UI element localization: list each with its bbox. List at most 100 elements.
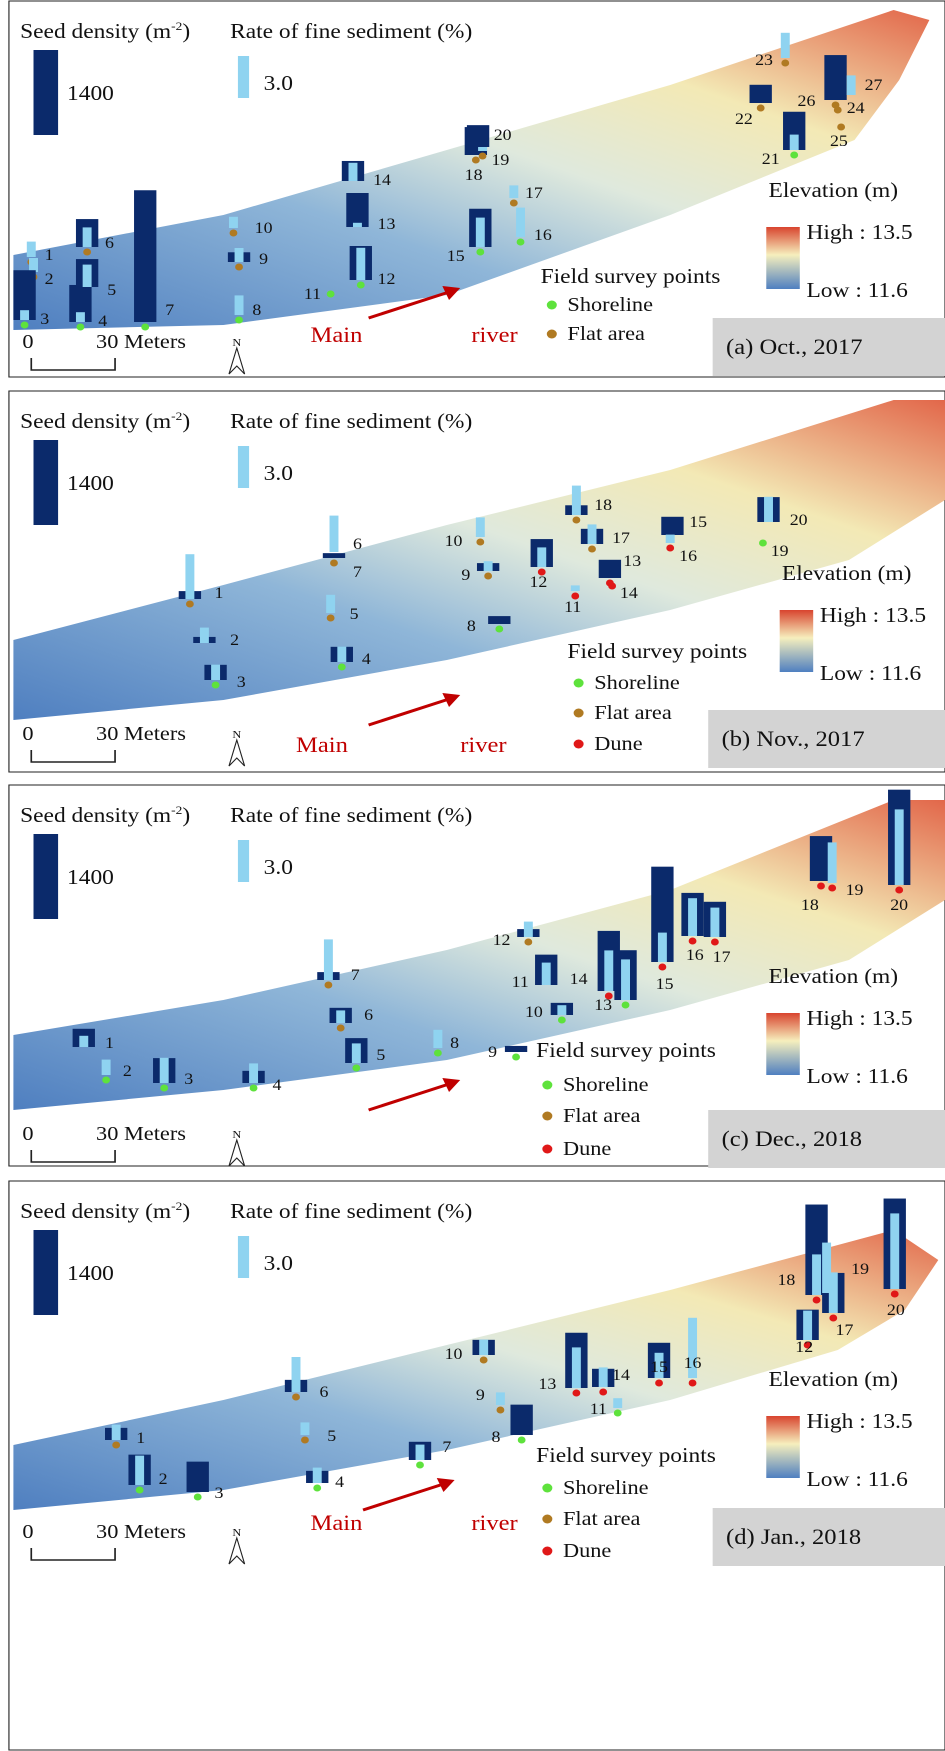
fine-sediment-bar xyxy=(27,242,36,257)
point-label: 1 xyxy=(136,1429,145,1447)
title-part: Seed density (m xyxy=(20,1199,171,1223)
survey-point xyxy=(832,102,840,109)
survey-point xyxy=(711,939,719,946)
survey-point xyxy=(77,324,85,331)
survey-type: Flat area xyxy=(594,701,672,724)
sediment-legend-value: 3.0 xyxy=(264,1251,293,1275)
survey-type: Flat area xyxy=(563,1507,641,1530)
fine-sediment-bar xyxy=(352,1043,361,1063)
point-label: 9 xyxy=(476,1386,485,1404)
point-label: 25 xyxy=(830,132,848,150)
river-label: Main xyxy=(296,733,348,758)
point-label: 24 xyxy=(847,99,865,117)
survey-title: Field survey points xyxy=(541,264,721,288)
survey-point xyxy=(512,1054,520,1061)
point-label: 9 xyxy=(259,250,268,268)
point-label: 17 xyxy=(836,1321,854,1339)
survey-point xyxy=(83,249,91,256)
survey-point xyxy=(235,317,243,324)
survey-point xyxy=(160,1085,168,1092)
point-label: 10 xyxy=(445,1345,463,1363)
seed-legend-bar xyxy=(34,50,59,135)
fine-sediment-bar xyxy=(235,295,244,315)
survey-marker xyxy=(542,1547,552,1556)
survey-point xyxy=(136,1487,144,1494)
survey-point xyxy=(352,1065,360,1072)
sediment-title: Rate of fine sediment (%) xyxy=(230,1199,472,1223)
survey-type: Shoreline xyxy=(567,293,653,316)
point-label: 12 xyxy=(378,270,396,288)
fine-sediment-bar xyxy=(83,265,92,287)
point-label: 16 xyxy=(684,1354,702,1372)
river-label: river xyxy=(471,323,518,348)
scale-label: 30 Meters xyxy=(96,330,186,353)
point-label: 16 xyxy=(686,946,704,964)
point-label: 6 xyxy=(364,1006,373,1024)
fine-sediment-bar xyxy=(604,950,613,991)
panel-label: (b) Nov., 2017 xyxy=(722,727,865,752)
survey-point xyxy=(480,1357,488,1364)
point-label: 18 xyxy=(801,896,819,914)
survey-point xyxy=(230,230,238,237)
survey-point xyxy=(484,573,492,580)
survey-point xyxy=(781,60,789,67)
point-label: 8 xyxy=(252,301,261,319)
survey-marker xyxy=(574,709,584,718)
sediment-legend-bar xyxy=(238,446,249,488)
survey-point xyxy=(476,539,484,546)
point-label: 1 xyxy=(45,246,54,264)
survey-point xyxy=(141,324,149,331)
point-label: 14 xyxy=(570,970,588,988)
point-label: 6 xyxy=(353,535,362,553)
survey-point xyxy=(292,1394,300,1401)
point-label: 9 xyxy=(461,566,470,584)
survey-title: Field survey points xyxy=(536,1443,716,1467)
fine-sediment-bar xyxy=(572,1347,581,1388)
point-label: 10 xyxy=(525,1003,543,1021)
fine-sediment-bar xyxy=(349,163,358,181)
point-label: 16 xyxy=(534,226,552,244)
fine-sediment-bar xyxy=(336,1010,345,1023)
river-label: Main xyxy=(311,323,363,348)
elevation-ramp xyxy=(766,227,800,289)
survey-point xyxy=(194,1494,202,1501)
fine-sediment-bar xyxy=(353,223,362,227)
point-label: 17 xyxy=(525,184,543,202)
fine-sediment-bar xyxy=(135,1456,144,1485)
seed-density-title: Seed density (m-2) xyxy=(20,409,190,433)
seed-density-bar xyxy=(323,553,345,558)
survey-point xyxy=(558,1017,566,1024)
scale-zero: 0 xyxy=(22,722,33,745)
survey-point xyxy=(817,883,825,890)
point-label: 20 xyxy=(494,126,512,144)
survey-marker xyxy=(542,1484,552,1493)
point-label: 13 xyxy=(378,215,396,233)
point-label: 15 xyxy=(656,975,674,993)
fine-sediment-bar xyxy=(781,33,790,58)
survey-marker xyxy=(547,301,557,310)
point-label: 4 xyxy=(98,312,107,330)
sediment-legend-value: 3.0 xyxy=(264,855,293,879)
fine-sediment-bar xyxy=(79,1036,88,1047)
fine-sediment-bar xyxy=(509,185,518,198)
fine-sediment-bar xyxy=(496,1392,505,1405)
title-part: Seed density (m xyxy=(20,803,171,827)
superscript: -2 xyxy=(171,1200,182,1213)
fine-sediment-bar xyxy=(200,628,209,643)
panel-label: (c) Dec., 2018 xyxy=(722,1127,863,1152)
seed-density-bar xyxy=(599,560,621,578)
seed-density-bar xyxy=(134,190,156,322)
fine-sediment-bar xyxy=(76,312,85,322)
survey-point xyxy=(330,560,338,567)
survey-marker xyxy=(574,679,584,688)
seed-legend-value: 1400 xyxy=(67,471,114,495)
survey-point xyxy=(524,939,532,946)
fine-sediment-bar xyxy=(29,258,38,272)
fine-sediment-bar xyxy=(300,1422,309,1435)
survey-type: Flat area xyxy=(567,322,645,345)
fine-sediment-bar xyxy=(847,75,856,95)
point-label: 5 xyxy=(376,1046,385,1064)
sediment-legend-value: 3.0 xyxy=(264,71,293,95)
fine-sediment-bar xyxy=(542,963,551,985)
figure: Seed density (m-2) Rate of fine sediment … xyxy=(0,0,945,1751)
